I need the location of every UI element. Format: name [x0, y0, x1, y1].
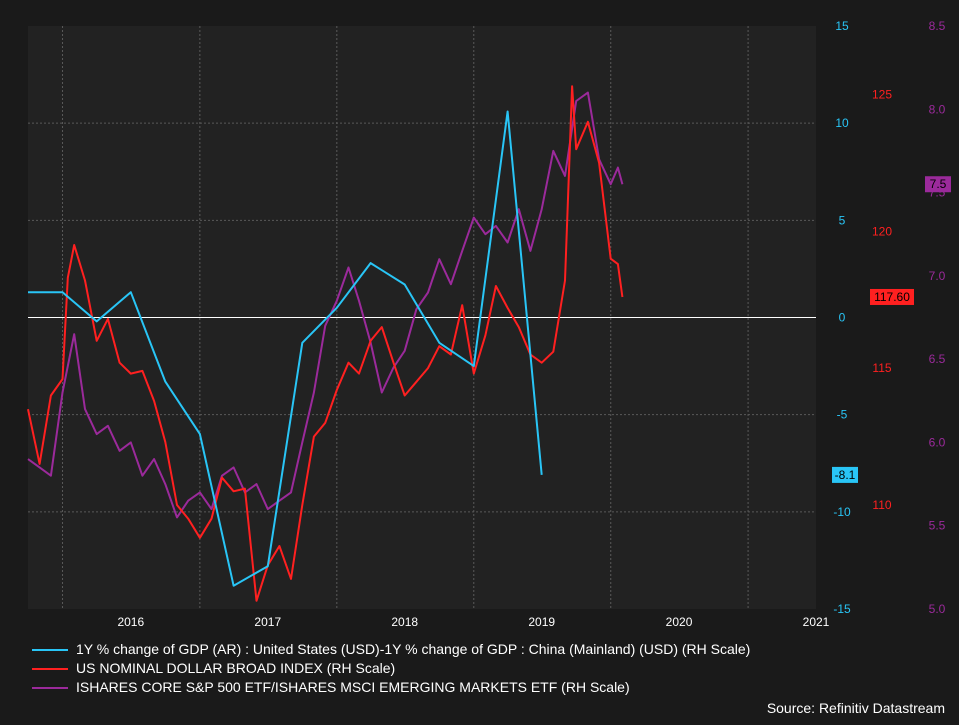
series-line-dollar	[27, 85, 624, 602]
last-value-label-dollar: 117.60	[874, 290, 910, 304]
ratio-axis-tick-7.0: 7.0	[929, 269, 946, 283]
ratio-axis-tick-5.0: 5.0	[929, 602, 946, 616]
gdp-axis-tick--15: -15	[833, 602, 851, 616]
legend-swatch-ratio	[32, 686, 68, 689]
legend-label-gdp: 1Y % change of GDP (AR) : United States …	[76, 641, 751, 657]
gdp-axis-tick-5: 5	[839, 213, 846, 227]
axis-layer: 2016 2017 2018 2019 2020 2021 15 10 5 0 -5 -10 -15 12…	[117, 19, 951, 629]
legend-label-ratio: ISHARES CORE S&P 500 ETF/ISHARES MSCI EM…	[76, 679, 630, 695]
legend-item-dollar: US NOMINAL DOLLAR BROAD INDEX (RH Scale)	[32, 659, 750, 678]
x-tick-label-2021: 2021	[803, 615, 830, 629]
gdp-axis-tick--5: -5	[837, 408, 848, 422]
gdp-axis-tick--10: -10	[833, 505, 851, 519]
dollar-axis-tick-115: 115	[872, 361, 891, 375]
last-value-badge-ratio	[925, 176, 951, 193]
gdp-axis-tick-15: 15	[835, 19, 849, 33]
ratio-axis-tick-8.5: 8.5	[929, 19, 946, 33]
legend: 1Y % change of GDP (AR) : United States …	[32, 640, 750, 697]
dollar-axis-tick-110: 110	[872, 498, 891, 512]
legend-swatch-dollar	[32, 667, 68, 670]
ratio-axis-tick-5.5: 5.5	[929, 519, 946, 533]
grid	[28, 26, 816, 609]
gdp-axis-tick-0: 0	[839, 311, 846, 325]
legend-swatch-gdp	[32, 648, 68, 651]
last-value-badge-gdp	[832, 466, 858, 483]
dollar-axis-tick-125: 125	[872, 87, 892, 101]
legend-item-gdp: 1Y % change of GDP (AR) : United States …	[32, 640, 750, 659]
ratio-axis-tick-8.0: 8.0	[929, 102, 946, 116]
x-tick-label-2020: 2020	[666, 615, 693, 629]
last-value-badge-dollar	[870, 288, 914, 305]
ratio-axis-tick-6.0: 6.0	[929, 435, 946, 449]
dollar-axis-tick-120: 120	[872, 224, 892, 238]
legend-label-dollar: US NOMINAL DOLLAR BROAD INDEX (RH Scale)	[76, 660, 396, 676]
x-tick-label-2018: 2018	[391, 615, 418, 629]
legend-item-ratio: ISHARES CORE S&P 500 ETF/ISHARES MSCI EM…	[32, 678, 750, 697]
last-value-label-ratio: 7.5	[930, 177, 947, 191]
source-note: Source: Refinitiv Datastream	[766, 700, 945, 716]
gdp-axis-tick-10: 10	[835, 116, 849, 130]
last-value-label-gdp: -8.1	[835, 468, 856, 482]
series-layer	[27, 85, 624, 602]
ratio-axis-tick-6.5: 6.5	[929, 352, 946, 366]
x-tick-label-2019: 2019	[528, 615, 555, 629]
x-tick-label-2017: 2017	[254, 615, 281, 629]
series-line-gdp	[28, 110, 543, 587]
x-tick-label-2016: 2016	[117, 615, 144, 629]
